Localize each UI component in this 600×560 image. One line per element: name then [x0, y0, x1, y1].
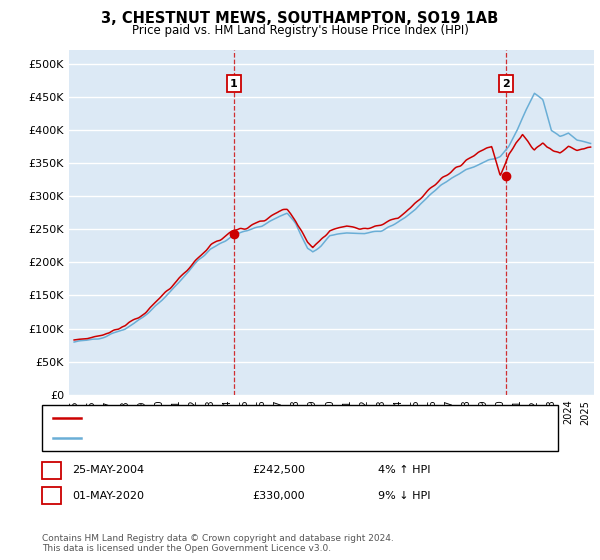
Text: 3, CHESTNUT MEWS, SOUTHAMPTON, SO19 1AB (detached house): 3, CHESTNUT MEWS, SOUTHAMPTON, SO19 1AB … [85, 413, 416, 423]
Text: 1: 1 [48, 465, 55, 475]
Text: 01-MAY-2020: 01-MAY-2020 [72, 491, 144, 501]
Text: 3, CHESTNUT MEWS, SOUTHAMPTON, SO19 1AB: 3, CHESTNUT MEWS, SOUTHAMPTON, SO19 1AB [101, 11, 499, 26]
Text: 4% ↑ HPI: 4% ↑ HPI [378, 465, 431, 475]
Text: £242,500: £242,500 [252, 465, 305, 475]
Text: 1: 1 [230, 78, 238, 88]
Text: Price paid vs. HM Land Registry's House Price Index (HPI): Price paid vs. HM Land Registry's House … [131, 24, 469, 36]
Text: 9% ↓ HPI: 9% ↓ HPI [378, 491, 431, 501]
Text: £330,000: £330,000 [252, 491, 305, 501]
Text: 2: 2 [48, 491, 55, 501]
Text: HPI: Average price, detached house, Southampton: HPI: Average price, detached house, Sout… [85, 433, 337, 443]
Text: Contains HM Land Registry data © Crown copyright and database right 2024.
This d: Contains HM Land Registry data © Crown c… [42, 534, 394, 553]
Text: 2: 2 [502, 78, 510, 88]
Text: 25-MAY-2004: 25-MAY-2004 [72, 465, 144, 475]
